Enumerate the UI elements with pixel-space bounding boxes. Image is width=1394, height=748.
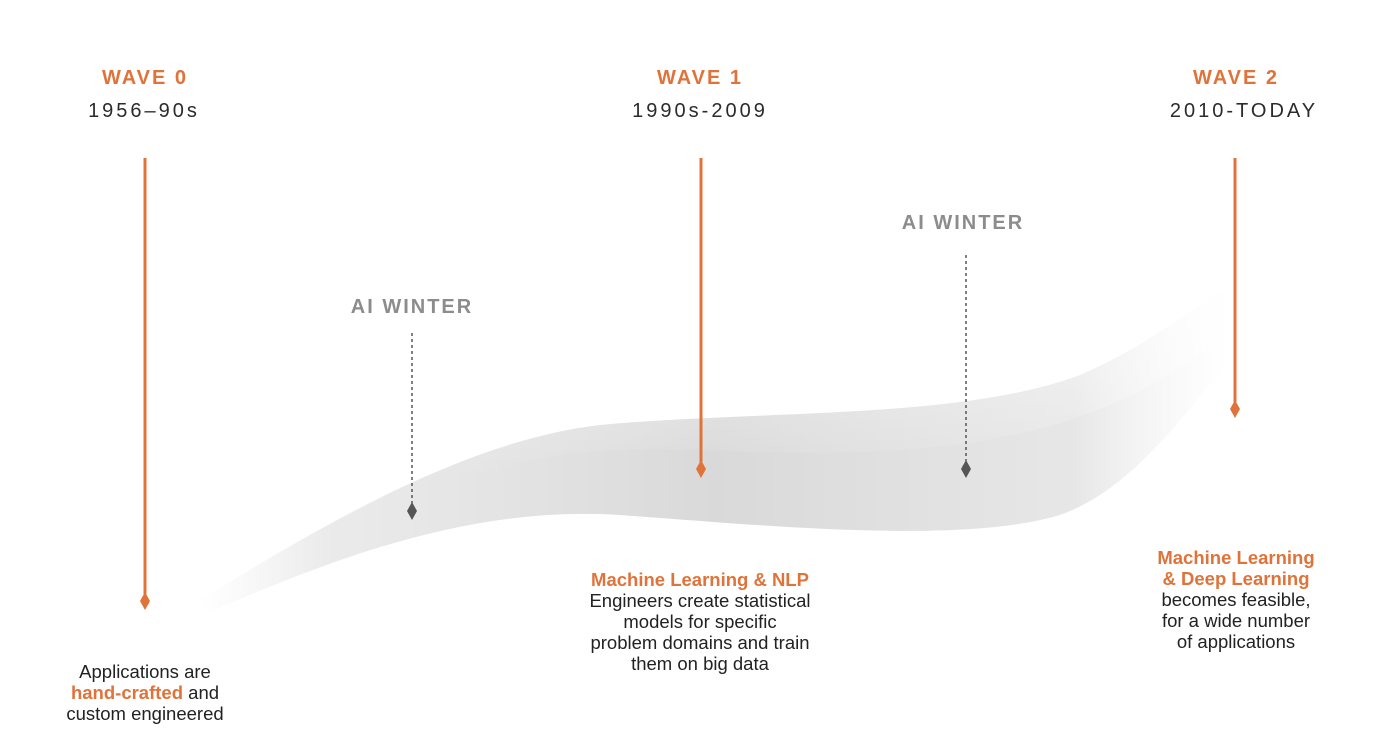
wave-1-desc-line-2: models for specific	[623, 611, 777, 632]
wave-2-description: Machine Learning & Deep Learning becomes…	[1116, 547, 1356, 652]
wave-2-desc-line-2: for a wide number	[1161, 610, 1311, 631]
wave-ribbon-highlight	[200, 290, 1230, 606]
wave-1-desc-line-3: problem domains and train	[590, 632, 810, 653]
wave-2-desc-line-3: of applications	[1176, 631, 1296, 652]
winter-1-diamond-marker	[407, 502, 417, 520]
wave-0-title: WAVE 0	[101, 67, 189, 89]
wave-0-desc-line-2: hand-crafted and	[25, 682, 265, 703]
wave-0-desc-after-highlight: and	[183, 682, 220, 703]
wave-1-description: Machine Learning & NLP Engineers create …	[550, 569, 850, 674]
wave-2-desc-title-line-1: Machine Learning	[1157, 547, 1315, 568]
wave-2-title: WAVE 2	[1192, 67, 1280, 89]
wave-1-title: WAVE 1	[656, 67, 744, 89]
wave-1-desc-line-1: Engineers create statistical	[589, 590, 811, 611]
winter-2-diamond-marker	[961, 460, 971, 478]
wave-1-period: 1990s-2009	[632, 100, 768, 122]
wave-2-diamond-marker	[1230, 400, 1240, 418]
wave-2-desc-title-line-2: & Deep Learning	[1162, 568, 1310, 589]
wave-0-diamond-marker	[140, 592, 150, 610]
wave-0-period: 1956–90s	[88, 100, 200, 122]
wave-0-desc-line-3: custom engineered	[66, 703, 224, 724]
wave-0-description: Applications are hand-crafted and custom…	[25, 661, 265, 724]
wave-1-desc-title: Machine Learning & NLP	[591, 569, 809, 590]
winter-1-label: AI WINTER	[350, 296, 474, 318]
wave-1-diamond-marker	[696, 460, 706, 478]
wave-1-desc-line-4: them on big data	[631, 653, 769, 674]
wave-0-desc-highlight: hand-crafted	[70, 682, 184, 703]
wave-2-period: 2010-TODAY	[1169, 100, 1319, 122]
wave-2-desc-line-1: becomes feasible,	[1161, 589, 1311, 610]
wave-0-desc-line-1: Applications are	[79, 661, 211, 682]
winter-2-label: AI WINTER	[901, 212, 1025, 234]
wave-ribbon	[200, 290, 1230, 612]
